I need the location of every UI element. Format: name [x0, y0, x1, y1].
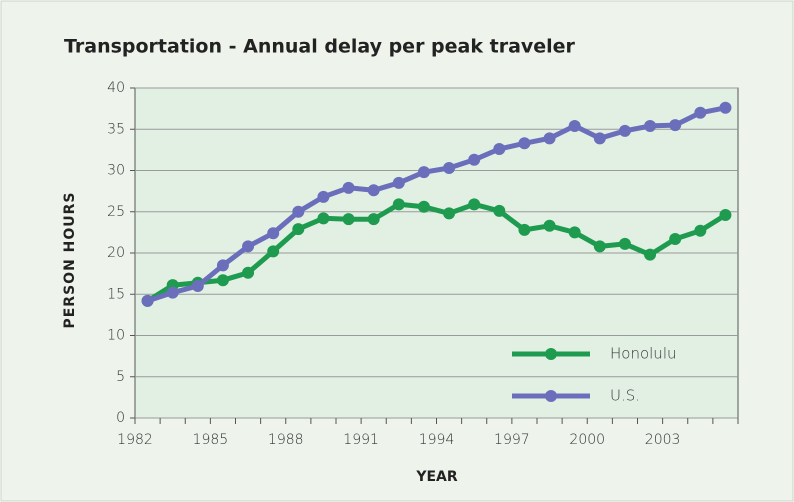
data-point [543, 132, 556, 145]
data-point [719, 101, 732, 114]
data-point [694, 224, 707, 237]
x-tick-label: 1991 [343, 432, 379, 448]
data-point [618, 237, 631, 250]
data-point [518, 223, 531, 236]
data-point [417, 166, 430, 179]
data-point [669, 119, 682, 132]
data-point [342, 213, 355, 226]
x-tick-label: 2003 [645, 432, 681, 448]
data-point [719, 209, 732, 222]
x-tick-label: 1988 [268, 432, 304, 448]
data-point [644, 248, 657, 261]
x-tick-label: 1985 [193, 432, 229, 448]
y-tick-label: 5 [116, 369, 125, 385]
x-axis-label: YEAR [415, 469, 458, 485]
y-tick-label: 35 [107, 121, 125, 137]
data-point [292, 223, 305, 236]
legend-marker [545, 390, 557, 402]
data-point [468, 198, 481, 211]
legend-label: Honolulu [610, 345, 677, 363]
data-point [568, 119, 581, 132]
data-point [392, 198, 405, 211]
data-point [216, 274, 229, 287]
x-tick-label: 1982 [117, 432, 153, 448]
data-point [493, 143, 506, 156]
data-point [216, 259, 229, 272]
data-point [518, 137, 531, 150]
data-point [317, 190, 330, 203]
legend-marker [545, 348, 557, 360]
data-point [568, 226, 581, 239]
data-point [317, 212, 330, 225]
chart-title: Transportation - Annual delay per peak t… [64, 36, 576, 58]
data-point [166, 286, 179, 299]
data-point [644, 119, 657, 132]
y-tick-label: 10 [107, 328, 125, 344]
y-tick-label: 30 [107, 163, 125, 179]
data-point [392, 176, 405, 189]
data-point [618, 124, 631, 137]
data-point [593, 132, 606, 145]
data-point [593, 240, 606, 253]
data-point [267, 227, 280, 240]
data-point [468, 153, 481, 166]
x-tick-label: 1994 [419, 432, 455, 448]
data-point [267, 245, 280, 258]
y-tick-label: 0 [116, 410, 125, 426]
y-tick-label: 15 [107, 286, 125, 302]
data-point [669, 232, 682, 245]
x-tick-label: 1997 [494, 432, 530, 448]
data-point [443, 162, 456, 175]
data-point [367, 184, 380, 197]
data-point [242, 240, 255, 253]
data-point [141, 294, 154, 307]
data-point [292, 205, 305, 218]
x-tick-label: 2000 [569, 432, 605, 448]
data-point [242, 266, 255, 279]
data-point [417, 200, 430, 213]
data-point [191, 280, 204, 292]
data-point [493, 204, 506, 217]
y-tick-label: 20 [107, 245, 125, 261]
legend-label: U.S. [610, 387, 640, 405]
y-tick-label: 25 [107, 204, 125, 220]
data-point [543, 219, 556, 232]
data-point [367, 213, 380, 226]
data-point [694, 106, 707, 119]
data-point [342, 181, 355, 194]
data-point [443, 207, 456, 220]
y-axis-label: PERSON HOURS [62, 191, 78, 328]
y-tick-label: 40 [107, 80, 125, 96]
